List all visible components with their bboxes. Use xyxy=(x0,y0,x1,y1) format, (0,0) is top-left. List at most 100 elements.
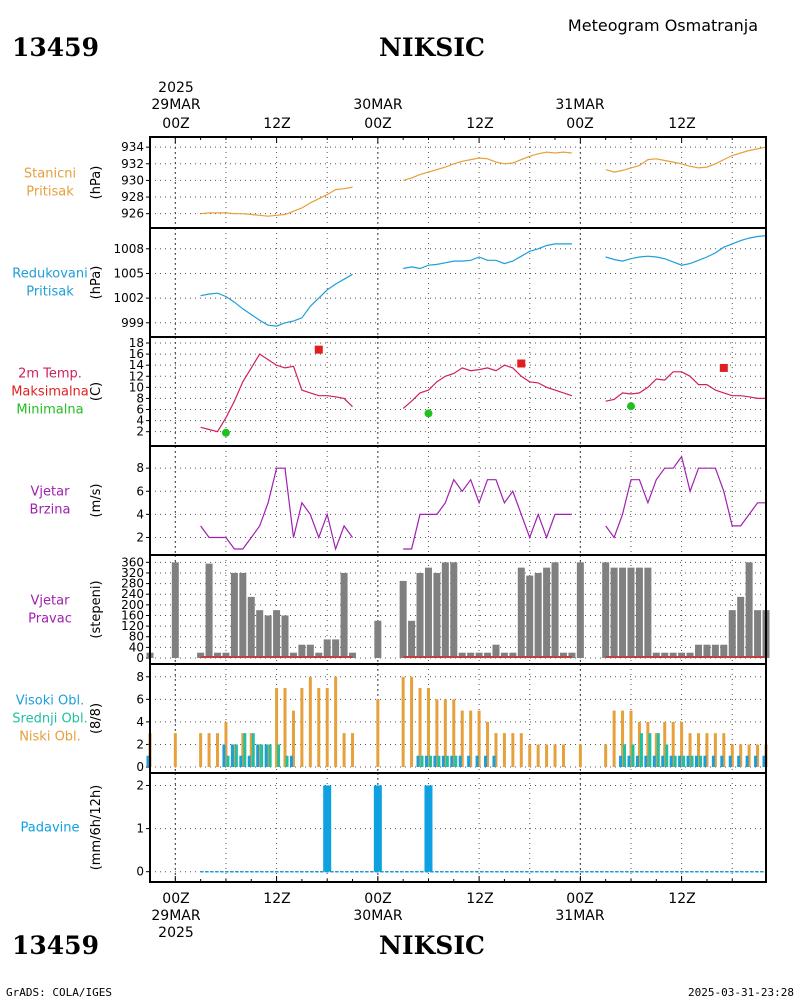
y-tick-label: 1005 xyxy=(113,266,144,280)
cloud-low-bar xyxy=(207,733,211,767)
wind-direction-bar xyxy=(289,652,297,658)
series-line xyxy=(200,186,353,217)
wind-direction-bar xyxy=(416,572,424,658)
panel-unit: (C) xyxy=(89,382,104,401)
cloud-mid-bar xyxy=(234,744,238,767)
wind-direction-bar xyxy=(576,562,584,658)
cloud-mid-bar xyxy=(268,744,272,767)
wind-direction-bar xyxy=(214,652,222,658)
cloud-high-bar xyxy=(416,755,420,767)
y-tick-label: 280 xyxy=(121,577,144,591)
hour-label-top-2: 12Z xyxy=(263,116,290,132)
series-line xyxy=(200,353,353,433)
panel-station-pressure: 926 928 930 932 934 Stanicni Pritisak (hPa) xyxy=(24,136,767,229)
panel-label: Brzina xyxy=(30,503,71,518)
cloud-high-bar xyxy=(264,744,268,767)
y-tick-label: 6 xyxy=(136,692,144,706)
wind-direction-bar xyxy=(661,652,669,658)
panel-sea-pressure: 999 1002 1005 1008 Redukovani Pritisak (hPa) xyxy=(12,227,767,338)
cloud-high-bar xyxy=(635,755,639,767)
cloud-low-bar xyxy=(401,676,405,767)
cloud-high-bar xyxy=(694,755,698,767)
cloud-high-bar xyxy=(745,755,749,767)
wind-direction-bar xyxy=(686,652,694,658)
cloud-low-bar xyxy=(308,676,312,767)
cloud-high-bar xyxy=(686,755,690,767)
wind-direction-bar xyxy=(256,610,264,658)
cloud-mid-bar xyxy=(454,755,458,767)
cloud-low-bar xyxy=(629,710,633,767)
y-tick-label: 10 xyxy=(129,380,144,394)
y-tick-label: 1002 xyxy=(113,291,144,305)
year-label-bottom: 2025 xyxy=(158,925,194,941)
cloud-mid-bar xyxy=(690,755,694,767)
wind-direction-bar xyxy=(509,652,517,658)
cloud-low-bar xyxy=(232,744,236,767)
cloud-low-bar xyxy=(224,721,228,767)
y-tick-label: 8 xyxy=(136,391,144,405)
cloud-low-bar xyxy=(494,733,498,767)
cloud-mid-bar xyxy=(639,733,643,767)
cloud-high-bar xyxy=(492,755,496,767)
cloud-low-bar xyxy=(283,688,287,767)
wind-direction-bar xyxy=(492,644,500,658)
wind-direction-bar xyxy=(323,639,331,658)
series-line xyxy=(605,455,766,539)
y-tick-label: 0 xyxy=(136,865,144,879)
cloud-mid-bar xyxy=(631,744,635,767)
panel-label: Minimalna xyxy=(16,403,83,418)
cloud-high-bar xyxy=(619,755,623,767)
cloud-low-bar xyxy=(663,721,667,767)
panels-group: 926 928 930 932 934 Stanicni Pritisak (hPa) 999 1… xyxy=(11,136,770,883)
cloud-low-bar xyxy=(477,710,481,767)
cloud-low-bar xyxy=(317,688,321,767)
panel-wind-speed: 2 4 6 8 Vjetar Brzina (m/s) xyxy=(30,445,767,556)
cloud-high-bar xyxy=(450,755,454,767)
panel-label: Vjetar xyxy=(31,485,71,500)
panel-precipitation: 0 1 2 Padavine (mm/6h/12h) xyxy=(21,772,767,883)
y-tick-label: 14 xyxy=(129,358,144,372)
y-tick-label: 16 xyxy=(129,347,144,361)
wind-direction-bar xyxy=(222,652,230,658)
day-label-top-2: 30MAR xyxy=(353,97,402,113)
hour-label-bottom-1: 00Z xyxy=(162,891,189,907)
cloud-low-bar xyxy=(249,733,253,767)
cloud-low-bar xyxy=(637,721,641,767)
cloud-low-bar xyxy=(604,744,608,767)
panel-unit: (stepeni) xyxy=(89,580,104,638)
cloud-mid-bar xyxy=(445,755,449,767)
cloud-low-bar xyxy=(646,721,650,767)
wind-direction-bar xyxy=(720,644,728,658)
wind-direction-bar xyxy=(230,572,238,658)
cloud-high-bar xyxy=(627,755,631,767)
wind-direction-bar xyxy=(315,652,323,658)
panel-label: Pravac xyxy=(28,612,72,627)
cloud-low-bar xyxy=(266,744,270,767)
panel-label: Niski Obl. xyxy=(19,730,81,745)
cloud-low-bar xyxy=(511,733,515,767)
wind-direction-bar xyxy=(703,644,711,658)
wind-direction-bar xyxy=(433,572,441,658)
cloud-high-bar xyxy=(737,755,741,767)
cloud-low-bar xyxy=(561,744,565,767)
cloud-low-bar xyxy=(747,744,751,767)
day-label-bottom-1: 29MAR xyxy=(151,908,200,924)
hour-label-bottom-4: 12Z xyxy=(466,891,493,907)
cloud-mid-bar xyxy=(682,755,686,767)
year-label-top: 2025 xyxy=(158,80,194,96)
series-line xyxy=(605,371,766,402)
wind-direction-bar xyxy=(635,567,643,658)
panel-label: Pritisak xyxy=(26,285,74,300)
cloud-low-bar xyxy=(722,733,726,767)
panel-cloud-cover: 0 2 4 6 8 Visoki Obl. Srednji Obl. Niski Obl. (8… xyxy=(12,663,768,774)
cloud-mid-bar xyxy=(285,755,289,767)
y-tick-label: 8 xyxy=(136,461,144,475)
cloud-low-bar xyxy=(730,744,734,767)
precip-bar xyxy=(424,785,433,872)
panel-label: Redukovani xyxy=(12,267,87,282)
temp-max-point xyxy=(517,359,526,368)
cloud-mid-bar xyxy=(665,744,669,767)
panel-unit: (hPa) xyxy=(89,266,104,300)
panel-label: Stanicni xyxy=(24,167,76,182)
y-tick-label: 2 xyxy=(136,530,144,544)
